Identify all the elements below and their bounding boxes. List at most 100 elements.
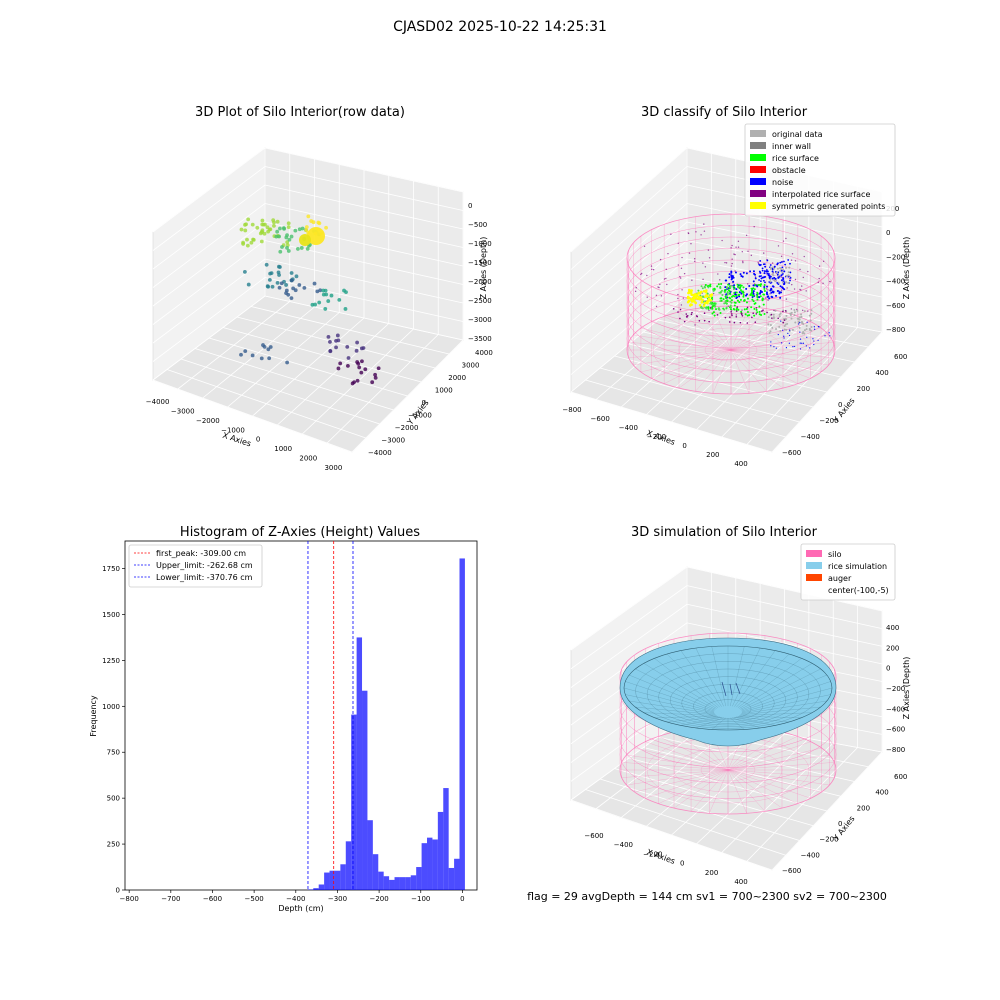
interpolated-point — [687, 232, 689, 234]
rice-surface-point — [756, 298, 759, 301]
rice-surface-point — [735, 294, 738, 297]
noise-point — [829, 335, 831, 337]
original-point — [781, 281, 784, 284]
rice-surface-point — [717, 283, 720, 286]
interpolated-point — [754, 321, 757, 323]
raw-data-point — [317, 300, 322, 305]
noise-point — [752, 290, 755, 293]
rice-surface-point — [730, 299, 733, 302]
raw-x-tick: −2000 — [196, 417, 220, 425]
noise-point — [765, 269, 768, 271]
rice-mesh-line — [730, 717, 745, 730]
histogram-title: Histogram of Z-Axies (Height) Values — [180, 525, 420, 540]
rice-mesh-line — [741, 674, 827, 711]
histogram-y-ticks: 0 250 500 750 1000 1250 1500 1750 — [102, 565, 125, 895]
noise-point — [745, 293, 748, 296]
noise-point — [763, 263, 766, 265]
auger-center — [721, 681, 741, 697]
simulation-y-tick: 200 — [857, 804, 870, 812]
interpolated-point — [735, 315, 738, 318]
noise-point — [766, 295, 769, 298]
rice-surface-point — [704, 283, 707, 286]
legend-entry: first_peak: -309.00 cm — [156, 549, 246, 558]
interpolated-point — [731, 258, 733, 260]
rice-surface-point — [741, 290, 744, 293]
noise-point — [799, 342, 801, 344]
simulation-z-tick: −400 — [886, 705, 905, 713]
original-point — [784, 317, 787, 320]
original-point — [785, 266, 788, 269]
interpolated-point — [659, 258, 662, 261]
interpolated-point — [659, 283, 661, 286]
suptitle: CJASD02 2025-10-22 14:25:31 — [393, 19, 607, 35]
simulation-z-axis-label: Z Axies (Depth) — [902, 657, 911, 720]
rice-mesh-line — [666, 716, 720, 723]
rice-surface-point — [729, 292, 732, 295]
histogram-y-tick: 1000 — [102, 703, 120, 711]
interpolated-point — [691, 311, 693, 314]
classify-title: 3D classify of Silo Interior — [641, 105, 808, 120]
interpolated-point — [802, 276, 804, 279]
histogram-x-tick: −500 — [245, 895, 264, 903]
histogram-bar — [318, 884, 325, 890]
interpolated-point — [700, 234, 702, 236]
rice-surface-point — [756, 291, 759, 294]
histogram-bar — [329, 870, 335, 890]
interpolated-point — [766, 311, 768, 314]
rice-mesh-line — [736, 653, 790, 708]
noise-point — [764, 281, 766, 284]
interpolated-point — [716, 314, 719, 316]
noise-point — [725, 279, 728, 282]
raw-data-point — [277, 234, 281, 239]
symmetric-point — [702, 289, 706, 293]
histogram-bar — [367, 820, 373, 890]
raw-data-point — [264, 262, 269, 267]
raw-data-point — [277, 285, 282, 290]
rice-surface-point — [725, 306, 728, 309]
raw-data-point — [346, 356, 351, 360]
noise-point — [779, 296, 782, 299]
original-point — [808, 327, 811, 330]
rice-surface-point — [726, 293, 729, 296]
histogram-reference-lines — [307, 541, 354, 890]
rice-surface-point — [750, 287, 753, 290]
interpolated-point — [799, 268, 801, 271]
histogram-bar — [313, 888, 319, 890]
raw-data-point — [346, 363, 350, 368]
histogram-bar — [454, 858, 460, 890]
histogram-bar — [356, 637, 363, 890]
interpolated-point — [782, 321, 785, 324]
interpolated-point — [741, 309, 743, 311]
rice-surface-point — [732, 294, 735, 297]
original-point — [774, 309, 777, 312]
noise-point — [748, 285, 751, 288]
interpolated-point — [754, 276, 757, 278]
rice-surface-point — [743, 299, 746, 302]
classify-y-ticks: −600−400 −2000 200 400 600 — [782, 353, 907, 457]
rice-surface-point — [750, 289, 753, 292]
original-point — [790, 317, 793, 320]
interpolated-point — [746, 283, 749, 285]
rice-mesh-line — [737, 716, 802, 718]
interpolated-point — [741, 314, 744, 317]
raw-data-point — [284, 283, 288, 287]
raw-data-point — [250, 222, 255, 227]
noise-point — [753, 272, 756, 275]
noise-point — [814, 328, 816, 330]
original-point — [793, 309, 796, 312]
raw-data-point — [345, 344, 350, 349]
raw-data-point — [261, 343, 265, 347]
original-point — [797, 320, 800, 323]
raw-data-point — [268, 271, 273, 276]
interpolated-point — [721, 239, 723, 242]
noise-point — [745, 272, 748, 275]
noise-point — [809, 347, 811, 349]
original-point — [769, 330, 772, 333]
symmetric-point — [689, 303, 693, 306]
interpolated-point — [683, 320, 686, 323]
noise-point — [789, 271, 792, 274]
original-point — [767, 316, 770, 319]
simulation-silo-wireframe — [619, 632, 837, 815]
interpolated-point — [709, 306, 712, 309]
histogram-bar — [389, 879, 395, 890]
